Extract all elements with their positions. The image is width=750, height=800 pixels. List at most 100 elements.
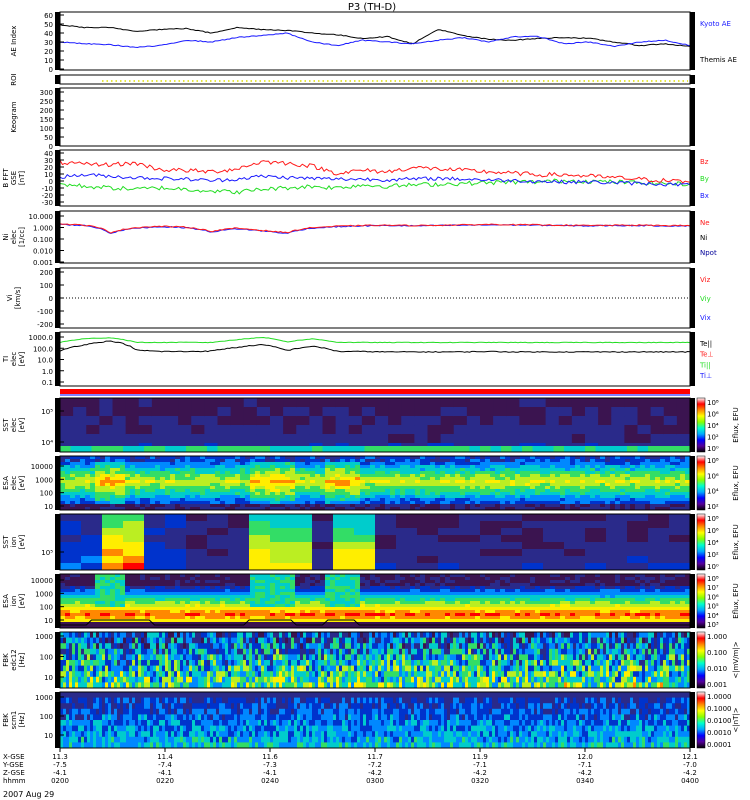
spectrogram-cell xyxy=(175,619,181,623)
spectrogram-cell xyxy=(220,486,226,490)
spectrogram-cell xyxy=(265,574,271,578)
spectrogram-cell xyxy=(105,504,111,508)
spectrogram-cell xyxy=(105,468,111,472)
spectrogram-cell xyxy=(365,504,371,508)
spectrogram-cell xyxy=(207,556,229,564)
spectrogram-cell xyxy=(115,577,121,581)
spectrogram-cell xyxy=(571,425,586,435)
spectrogram-cell xyxy=(110,456,116,460)
spectrogram-cell xyxy=(438,446,449,452)
spectrogram-cell xyxy=(295,507,301,511)
spectrogram-cell xyxy=(415,589,421,593)
spectrogram-cell xyxy=(515,456,521,460)
spectrogram-cell xyxy=(245,483,251,487)
spectrogram-cell xyxy=(275,625,281,629)
spectrogram-cell xyxy=(285,483,291,487)
spectrogram-cell xyxy=(230,613,236,617)
spectrogram-cell xyxy=(495,477,501,481)
spectrogram-cell xyxy=(465,507,471,511)
spectrogram-cell xyxy=(565,625,571,629)
spectrogram-cell xyxy=(515,622,521,626)
spectrogram-cell xyxy=(235,610,241,614)
spectrogram-cell xyxy=(70,619,76,623)
spectrogram-cell xyxy=(335,580,341,584)
spectrogram-cell xyxy=(315,498,321,502)
spectrogram-cell xyxy=(543,446,554,452)
spectrogram-cell xyxy=(610,492,616,496)
spectrogram-cell xyxy=(110,504,116,508)
spectrogram-cell xyxy=(170,474,176,478)
spectrogram-cell xyxy=(550,504,556,508)
spectrogram-cell xyxy=(130,625,136,629)
spectrogram-cell xyxy=(605,489,611,493)
spectrogram-cell xyxy=(280,607,286,611)
spectrogram-cell xyxy=(90,477,96,481)
spectrogram-cell xyxy=(170,456,176,460)
spectrogram-cell xyxy=(283,416,297,426)
spectrogram-cell xyxy=(75,480,81,484)
spectrogram-cell xyxy=(470,459,476,463)
spectrogram-cell xyxy=(280,465,286,469)
spectrogram-cell xyxy=(660,468,666,472)
spectrogram-cell xyxy=(505,468,511,472)
spectrogram-cell xyxy=(90,592,96,596)
spectrogram-cell xyxy=(390,465,396,469)
spectrogram-cell xyxy=(200,610,206,614)
spectrogram-cell xyxy=(459,535,481,543)
spectrogram-cell xyxy=(215,586,221,590)
spectrogram-cell xyxy=(305,580,311,584)
panel-frame xyxy=(59,513,691,571)
spectrogram-cell xyxy=(225,583,231,587)
spectrogram-cell xyxy=(550,498,556,502)
spectrogram-cell xyxy=(460,480,466,484)
spectrogram-cell xyxy=(200,465,206,469)
spectrogram-cell xyxy=(290,504,296,508)
spectrogram-cell xyxy=(185,459,191,463)
spectrogram-cell xyxy=(205,486,211,490)
spectrogram-cell xyxy=(80,471,86,475)
spectrogram-cell xyxy=(485,586,491,590)
spectrogram-cell xyxy=(110,574,116,578)
spectrogram-cell xyxy=(455,501,461,505)
spectrogram-cell xyxy=(445,486,451,490)
spectrogram-cell xyxy=(75,604,81,608)
spectrogram-cell xyxy=(370,468,376,472)
spectrogram-cell xyxy=(635,486,641,490)
spectrogram-cell xyxy=(70,607,76,611)
spectrogram-cell xyxy=(250,622,256,626)
spectrogram-cell xyxy=(345,574,351,578)
spectrogram-cell xyxy=(425,619,431,623)
spectrogram-cell xyxy=(165,477,171,481)
spectrogram-cell xyxy=(485,483,491,487)
spectrogram-cell xyxy=(480,480,486,484)
spectrogram-cell xyxy=(135,477,141,481)
spectrogram-cell xyxy=(70,507,76,511)
spectrogram-cell xyxy=(450,622,456,626)
spectrogram-cell xyxy=(150,471,156,475)
spectrogram-cell xyxy=(360,462,366,466)
spectrogram-cell xyxy=(295,601,301,605)
spectrogram-cell xyxy=(435,495,441,499)
spectrogram-cell xyxy=(670,489,676,493)
spectrogram-cell xyxy=(570,625,576,629)
spectrogram-cell xyxy=(270,489,276,493)
spectrogram-cell xyxy=(520,625,526,629)
spectrogram-cell xyxy=(180,495,186,499)
spectrogram-cell xyxy=(320,610,326,614)
spectrogram-cell xyxy=(400,459,406,463)
spectrogram-cell xyxy=(460,456,466,460)
spectrogram-cell xyxy=(110,498,116,502)
spectrogram-cell xyxy=(195,495,201,499)
spectrogram-cell xyxy=(505,498,511,502)
spectrogram-cell xyxy=(520,577,526,581)
spectrogram-cell xyxy=(501,514,523,522)
spectrogram-cell xyxy=(600,498,606,502)
spectrogram-cell xyxy=(315,492,321,496)
spectrogram-cell xyxy=(265,595,271,599)
spectrogram-cell xyxy=(555,474,561,478)
spectrogram-cell xyxy=(610,483,616,487)
spectrogram-cell xyxy=(145,459,151,463)
spectrogram-cell xyxy=(60,486,66,490)
spectrogram-cell xyxy=(435,577,441,581)
spectrogram-cell xyxy=(207,542,229,550)
